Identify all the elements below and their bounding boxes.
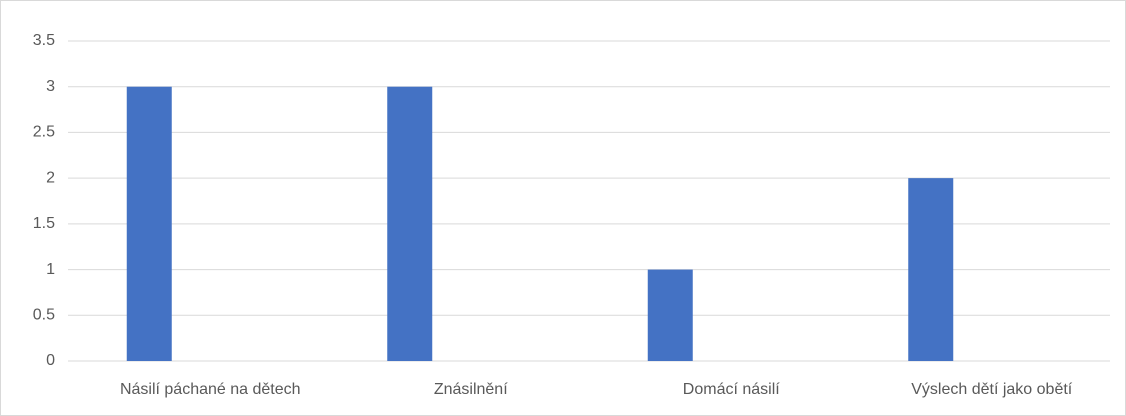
y-tick-label: 1.5 bbox=[33, 215, 55, 232]
bar bbox=[647, 269, 693, 361]
y-tick-label: 0 bbox=[46, 352, 55, 369]
x-tick-label: Domácí násilí bbox=[683, 381, 780, 398]
y-tick-label: 3.5 bbox=[33, 32, 55, 49]
bar bbox=[908, 178, 954, 361]
x-tick-label: Násilí páchané na dětech bbox=[120, 381, 301, 398]
y-tick-label: 2 bbox=[46, 169, 55, 186]
bar bbox=[387, 86, 433, 361]
y-tick-label: 1 bbox=[46, 261, 55, 278]
y-tick-label: 3 bbox=[46, 78, 55, 95]
x-tick-label: Znásilnění bbox=[434, 381, 508, 398]
y-tick-label: 0.5 bbox=[33, 307, 55, 324]
bar bbox=[126, 86, 172, 361]
y-tick-label: 2.5 bbox=[33, 124, 55, 141]
x-tick-label: Výslech dětí jako obětí bbox=[911, 381, 1073, 398]
